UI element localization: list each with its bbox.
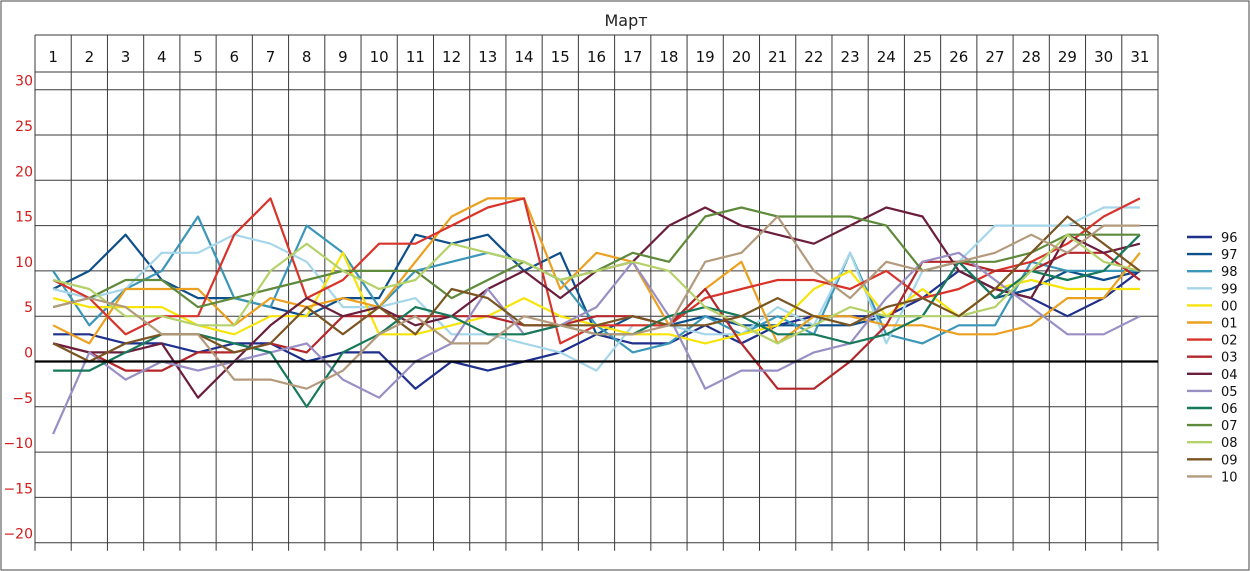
legend-label-06: 06 [1221, 402, 1238, 417]
y-tick-label: 0 [24, 346, 33, 362]
y-tick-labels: 30 25 20 15 10 5 0 −5 −10 −15 −20 [3, 74, 33, 543]
legend-label-02: 02 [1221, 334, 1238, 349]
x-tick-label: 18 [659, 48, 678, 66]
x-tick-label: 8 [302, 48, 312, 66]
series-line-09 [52, 215, 1141, 363]
chart-title: Март [604, 11, 647, 30]
y-tick-label: −10 [3, 436, 33, 452]
x-tick-label: 27 [985, 48, 1004, 66]
legend-label-00: 00 [1221, 299, 1238, 314]
legend-label-07: 07 [1221, 419, 1238, 434]
x-tick-label: 11 [406, 48, 425, 66]
series-lines [35, 197, 1158, 435]
x-tick-label: 12 [442, 48, 461, 66]
y-tick-label: 20 [15, 164, 33, 180]
x-tick-label: 20 [732, 48, 751, 66]
legend-label-04: 04 [1221, 368, 1238, 383]
y-tick-label: −20 [3, 527, 33, 543]
x-tick-label: 23 [841, 48, 860, 66]
y-tick-label: 10 [15, 255, 33, 271]
x-tick-label: 24 [877, 48, 896, 66]
y-tick-label: −15 [3, 481, 33, 497]
x-tick-label: 21 [768, 48, 787, 66]
legend-label-03: 03 [1221, 351, 1238, 366]
legend-label-08: 08 [1221, 436, 1238, 451]
x-tick-label: 2 [85, 48, 95, 66]
x-tick-label: 16 [587, 48, 606, 66]
x-tick-label: 14 [515, 48, 534, 66]
legend-label-96: 96 [1221, 231, 1238, 246]
series-line-10 [52, 215, 1140, 390]
x-tick-label: 10 [370, 48, 389, 66]
x-tick-label: 15 [551, 48, 570, 66]
x-tick-label: 31 [1130, 48, 1149, 66]
x-tick-label: 1 [48, 48, 58, 66]
legend-label-98: 98 [1221, 265, 1238, 280]
x-tick-label: 26 [949, 48, 968, 66]
x-tick-label: 4 [157, 48, 167, 66]
legend: 96 97 98 99 00 01 02 03 04 05 06 07 08 09 10 [1187, 231, 1238, 485]
y-tick-label: 15 [15, 210, 33, 226]
y-tick-label: 25 [15, 119, 33, 135]
x-tick-label: 3 [121, 48, 131, 66]
x-tick-label: 30 [1094, 48, 1113, 66]
x-tick-label: 22 [804, 48, 823, 66]
x-tick-label: 9 [338, 48, 348, 66]
x-tick-label: 6 [229, 48, 239, 66]
x-tick-label: 7 [266, 48, 276, 66]
x-tick-label: 28 [1022, 48, 1041, 66]
x-tick-labels: 1 2 3 4 5 6 7 8 9 10 11 12 13 14 15 16 17 18 19 20 21 22 23 24 2… [48, 48, 1149, 66]
x-tick-label: 29 [1058, 48, 1077, 66]
x-tick-label: 19 [696, 48, 715, 66]
x-tick-label: 25 [913, 48, 932, 66]
y-tick-label: −5 [12, 391, 33, 407]
legend-label-99: 99 [1221, 282, 1238, 297]
x-tick-label: 13 [478, 48, 497, 66]
legend-label-09: 09 [1221, 453, 1238, 468]
legend-label-01: 01 [1221, 317, 1238, 332]
legend-label-10: 10 [1221, 470, 1238, 485]
legend-label-97: 97 [1221, 248, 1238, 263]
x-tick-label: 17 [623, 48, 642, 66]
y-tick-label: 5 [24, 300, 33, 316]
legend-label-05: 05 [1221, 385, 1238, 400]
y-tick-label: 30 [15, 74, 33, 90]
x-tick-label: 5 [193, 48, 203, 66]
